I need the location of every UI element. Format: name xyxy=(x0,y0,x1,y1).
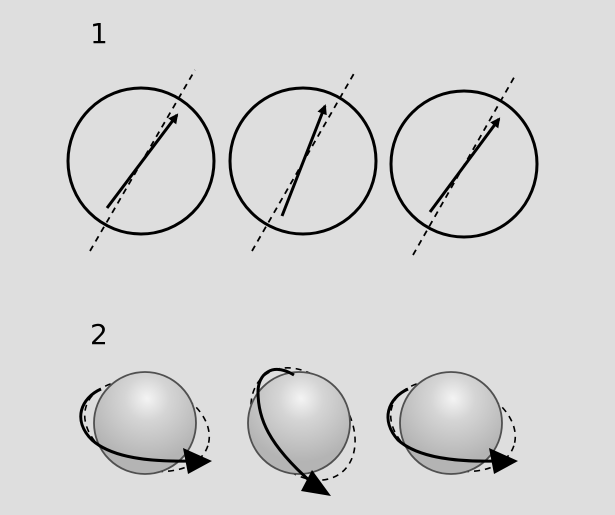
orbit-arrow-path xyxy=(256,368,312,484)
sphere xyxy=(247,371,351,475)
panel-2-label: 2 xyxy=(90,318,108,351)
orbit-arrow-path xyxy=(79,387,190,463)
arrow xyxy=(428,117,501,213)
circle-outline xyxy=(228,86,378,236)
circle-outline xyxy=(66,86,216,236)
sphere-3 xyxy=(386,371,518,475)
arrowhead xyxy=(183,448,212,474)
panel-2-figure xyxy=(79,367,518,496)
circle-3 xyxy=(389,73,539,256)
circle-2 xyxy=(228,69,378,252)
panel-1-label: 1 xyxy=(90,17,108,50)
arrow xyxy=(280,104,327,217)
orbit-arrow-path xyxy=(386,387,496,463)
arrowhead xyxy=(301,470,331,496)
sphere-2 xyxy=(247,367,356,496)
circle-1 xyxy=(66,69,216,252)
arrowhead xyxy=(489,448,518,474)
sphere xyxy=(399,371,503,475)
sphere-1 xyxy=(79,371,212,475)
sphere xyxy=(93,371,197,475)
panel-1-figure xyxy=(66,69,539,256)
arrow xyxy=(105,113,179,209)
circle-outline xyxy=(389,89,539,239)
